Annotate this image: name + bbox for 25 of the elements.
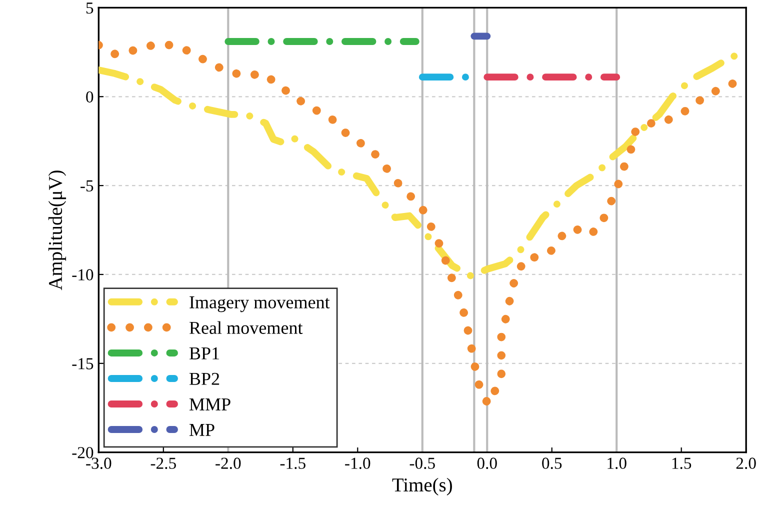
legend-label: BP2 xyxy=(189,372,220,385)
x-tick-label: -3.0 xyxy=(86,458,112,469)
y-axis-title: Amplitude(μV) xyxy=(48,170,66,290)
x-tick-label: -2.0 xyxy=(216,458,241,469)
y-tick-label: 5 xyxy=(86,2,94,14)
x-tick-label: 2.0 xyxy=(736,458,756,469)
x-tick-label: 0.0 xyxy=(477,458,497,469)
y-tick-label: 0 xyxy=(86,91,94,103)
y-tick-label: -10 xyxy=(72,269,94,280)
legend-label: MMP xyxy=(189,398,230,410)
x-tick-label: 1.5 xyxy=(672,458,692,469)
x-tick-label: 1.0 xyxy=(608,458,626,469)
x-tick-label: -1.0 xyxy=(345,458,370,469)
legend-label: BP1 xyxy=(189,347,219,360)
x-tick-label: -2.5 xyxy=(150,458,176,469)
x-tick-label: -1.5 xyxy=(280,458,306,469)
x-tick-label: -0.5 xyxy=(410,458,435,469)
y-tick-label: -20 xyxy=(72,447,94,458)
y-tick-label: -5 xyxy=(80,180,94,192)
y-tick-label: -15 xyxy=(72,358,94,370)
legend-label: Real movement xyxy=(189,321,303,334)
x-axis-title: Time(s) xyxy=(392,478,452,496)
legend-label: Imagery movement xyxy=(190,296,330,312)
legend-label: MP xyxy=(189,424,214,436)
x-tick-label: 0.5 xyxy=(542,458,562,469)
